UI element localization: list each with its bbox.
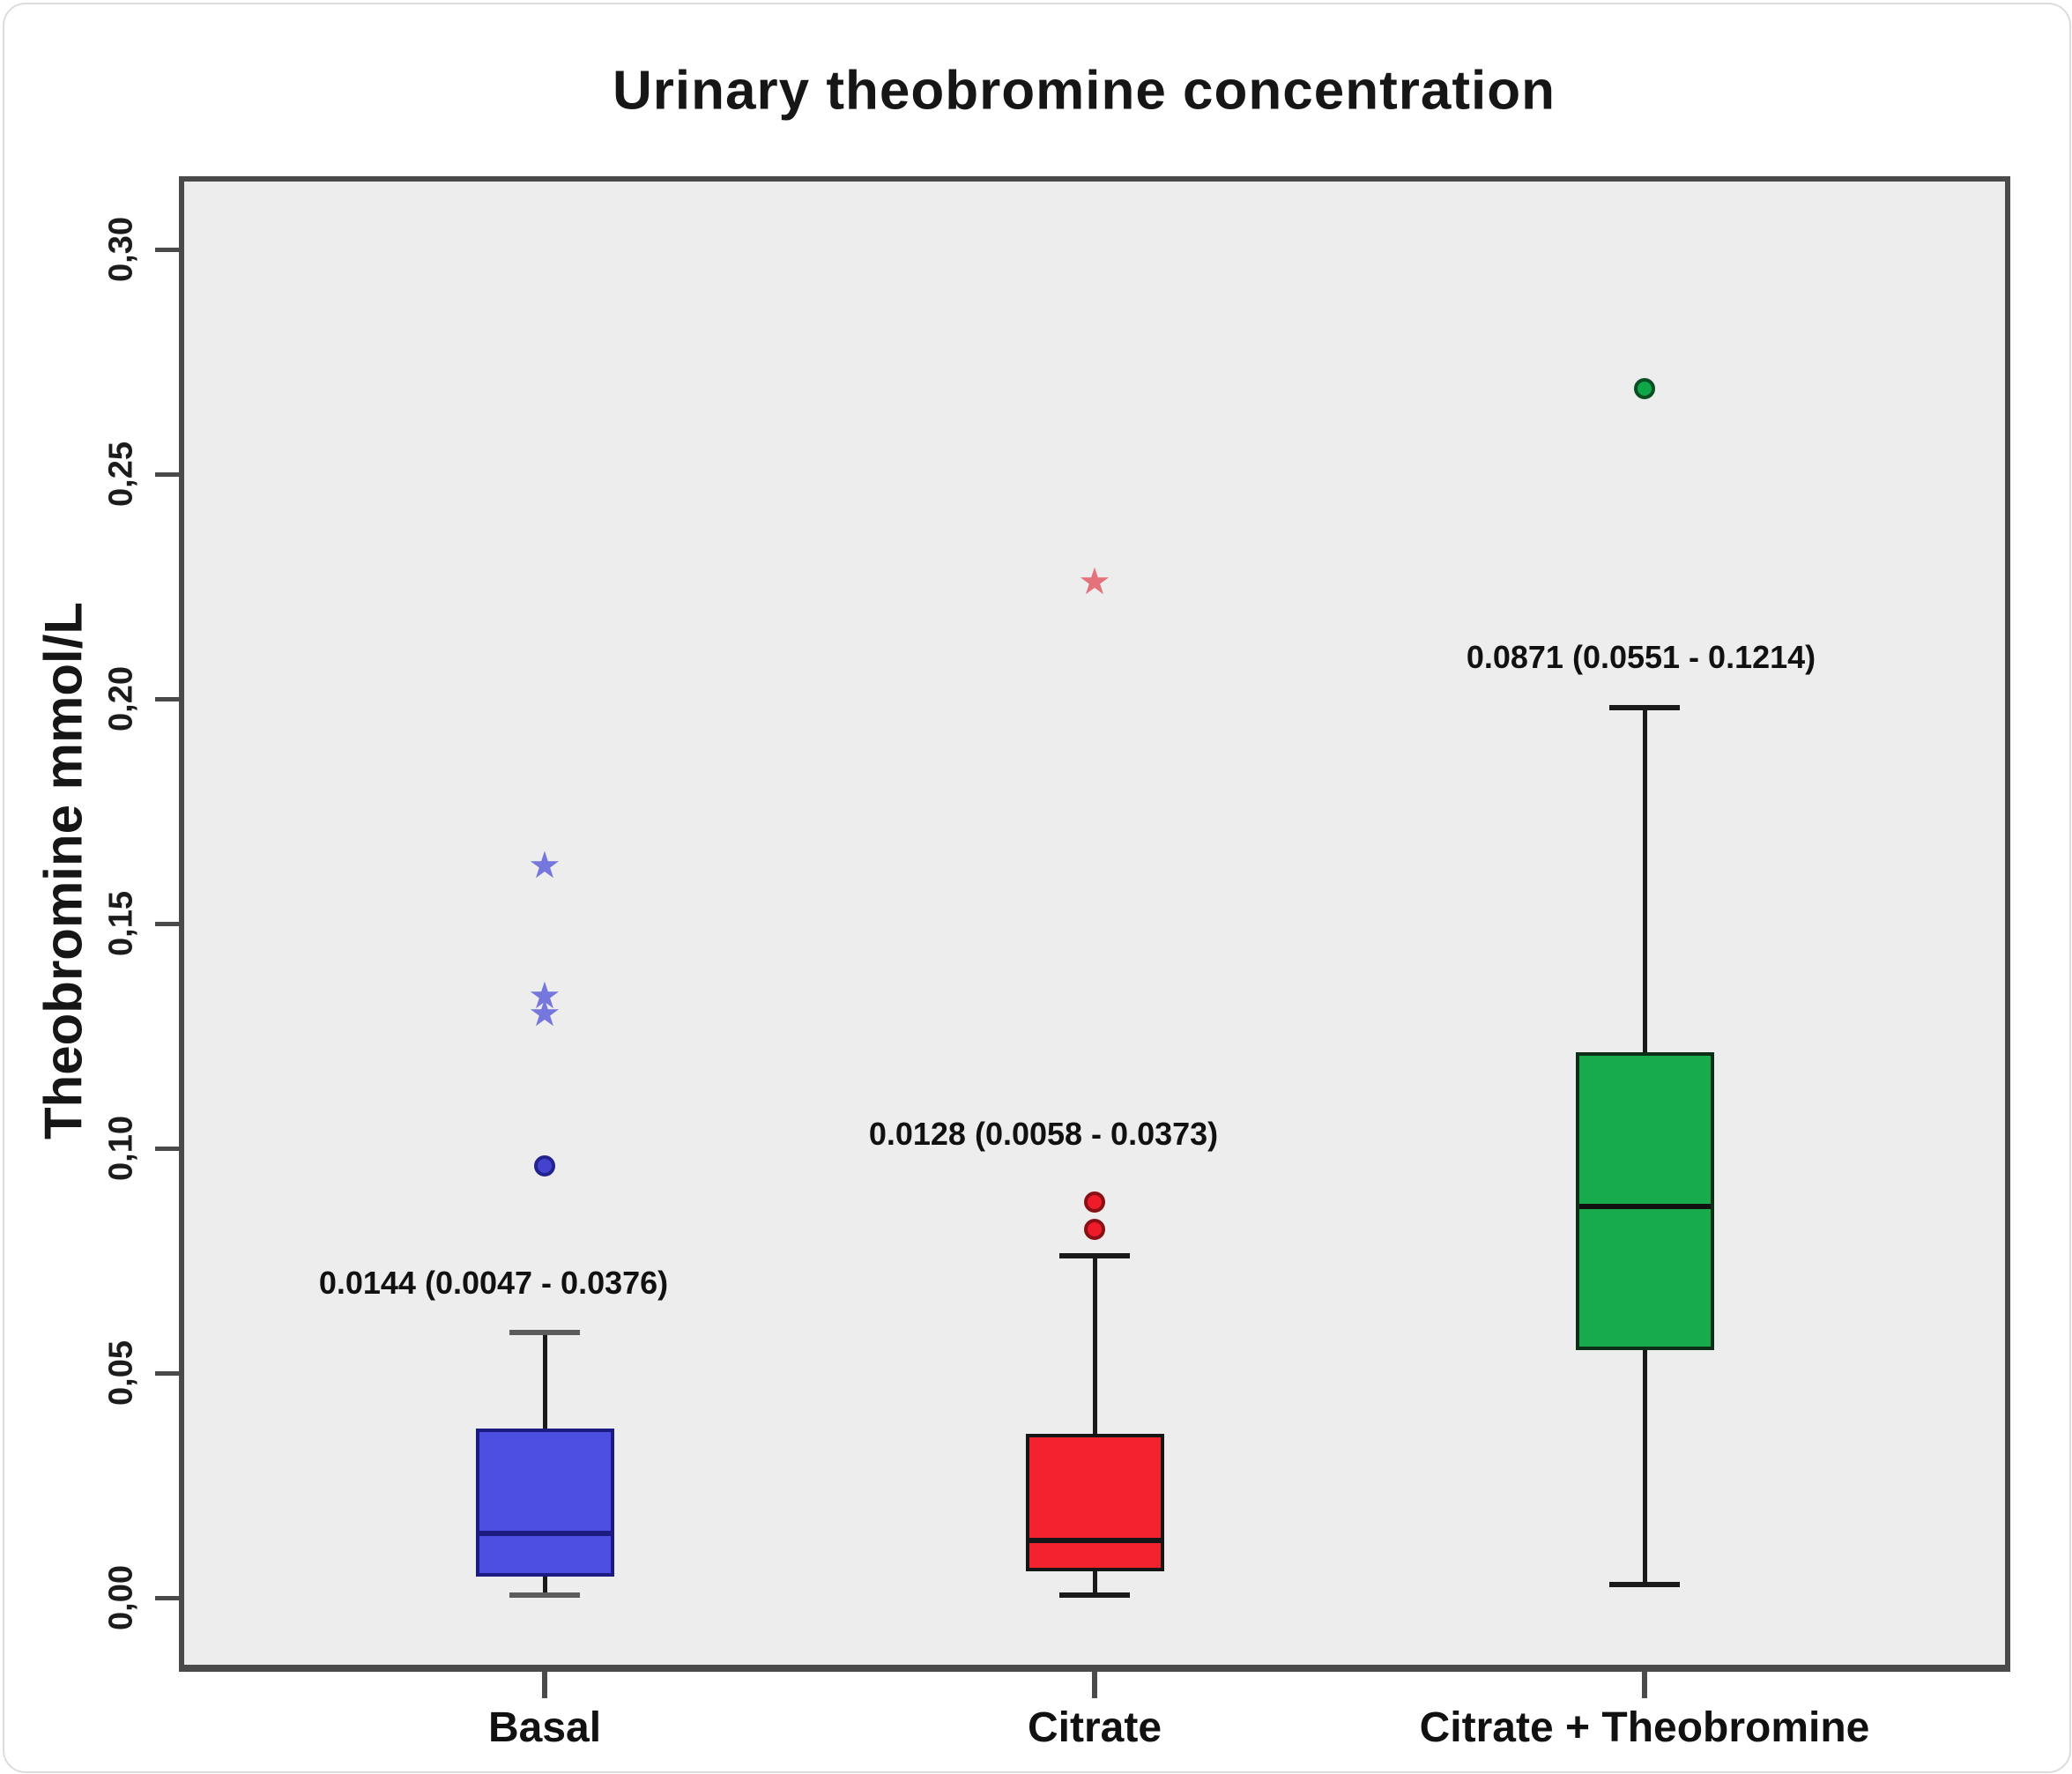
y-tick-label: 0,25 <box>102 442 140 507</box>
y-axis-tick <box>155 1147 179 1151</box>
lower-whisker-line <box>1093 1571 1097 1595</box>
box-basal <box>475 1429 614 1577</box>
upper-whisker-cap <box>509 1330 580 1335</box>
chart-title: Urinary theobromine concentration <box>613 60 1556 122</box>
y-tick-label: 0,10 <box>102 1116 140 1181</box>
box-annotation: 0.0128 (0.0058 - 0.0373) <box>868 1116 1219 1152</box>
y-axis-tick <box>155 1371 179 1376</box>
y-axis-tick <box>155 697 179 701</box>
lower-whisker-cap <box>1059 1592 1130 1598</box>
x-category-label: Citrate + Theobromine <box>1419 1704 1870 1751</box>
outlier-circle-marker <box>1634 378 1655 399</box>
x-axis-tick <box>542 1672 547 1698</box>
lower-whisker-cap <box>509 1592 580 1598</box>
y-tick-label: 0,05 <box>102 1340 140 1406</box>
outlier-star-marker: ★ <box>528 992 561 1034</box>
median-line <box>1578 1204 1711 1209</box>
outlier-circle-marker <box>534 1155 555 1176</box>
y-tick-label: 0,20 <box>102 666 140 731</box>
x-axis-tick <box>1092 1672 1097 1698</box>
x-category-label: Basal <box>487 1704 602 1751</box>
y-axis-tick <box>155 248 179 252</box>
lower-whisker-line <box>1643 1350 1647 1585</box>
box-annotation: 0.0871 (0.0551 - 0.1214) <box>1466 639 1816 675</box>
y-axis-tick <box>155 922 179 926</box>
y-axis-tick <box>155 1596 179 1600</box>
outlier-star-marker: ★ <box>528 844 561 886</box>
median-line <box>1029 1538 1161 1543</box>
y-tick-label: 0,30 <box>102 217 140 282</box>
x-axis-tick <box>1642 1672 1647 1698</box>
outlier-circle-marker <box>1084 1219 1105 1240</box>
upper-whisker-line <box>1093 1256 1097 1434</box>
outlier-star-marker: ★ <box>528 975 561 1016</box>
outlier-star-marker: ★ <box>1078 560 1111 602</box>
lower-whisker-cap <box>1609 1582 1680 1587</box>
median-line <box>479 1531 611 1536</box>
upper-whisker-cap <box>1609 705 1680 710</box>
upper-whisker-line <box>1643 708 1647 1052</box>
lower-whisker-line <box>543 1577 547 1595</box>
outlier-circle-marker <box>1084 1191 1105 1213</box>
box-citrate <box>1025 1434 1164 1571</box>
y-tick-label: 0,00 <box>102 1565 140 1630</box>
box-citrate-theobromine <box>1575 1052 1714 1350</box>
y-tick-label: 0,15 <box>102 891 140 956</box>
upper-whisker-cap <box>1059 1253 1130 1258</box>
x-category-label: Citrate <box>1027 1704 1162 1751</box>
upper-whisker-line <box>543 1332 547 1429</box>
box-annotation: 0.0144 (0.0047 - 0.0376) <box>318 1265 669 1301</box>
y-axis-tick <box>155 472 179 477</box>
